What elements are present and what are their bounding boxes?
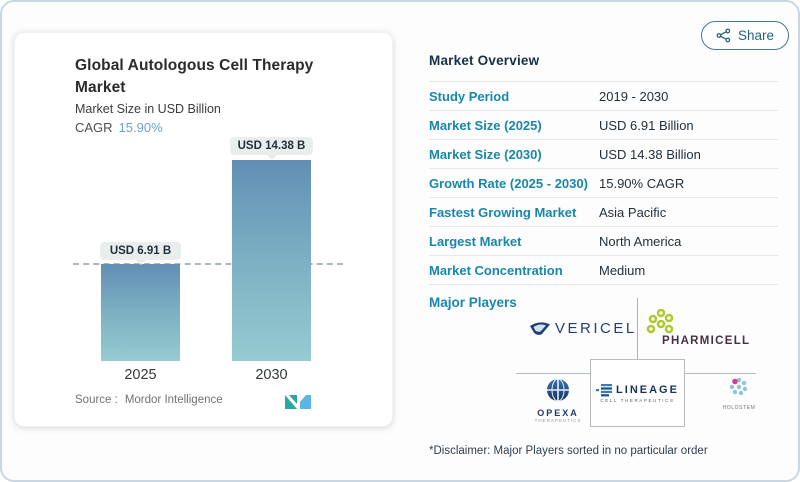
chart-title-line1: Global Autologous Cell Therapy bbox=[75, 57, 314, 74]
lineage-bars-icon bbox=[596, 383, 613, 397]
bar-2025 bbox=[101, 264, 180, 361]
mordor-intelligence-logo-icon bbox=[285, 391, 312, 414]
cagr-line: CAGR 15.90% bbox=[75, 120, 163, 135]
bar-value-label-2030: USD 14.38 B bbox=[230, 137, 313, 160]
row-value: 2019 - 2030 bbox=[599, 88, 669, 104]
lineage-subtitle: CELL THERAPEUTICS bbox=[600, 397, 675, 403]
bar-2030 bbox=[232, 160, 311, 361]
players-right-connector bbox=[685, 373, 756, 374]
share-icon bbox=[716, 28, 731, 43]
table-row-largest-market: Largest Market North America bbox=[429, 227, 778, 256]
chart-subtitle: Market Size in USD Billion bbox=[75, 102, 221, 116]
row-label: Growth Rate (2025 - 2030) bbox=[429, 175, 588, 191]
holostem-wordmark: HOLOSTEM bbox=[722, 405, 756, 411]
bar-value-label-2025: USD 6.91 B bbox=[100, 242, 181, 265]
row-value: 15.90% CAGR bbox=[599, 175, 685, 191]
cagr-value: 15.90% bbox=[118, 120, 163, 135]
source-line: Source : Mordor Intelligence bbox=[75, 394, 223, 406]
cagr-label: CAGR bbox=[75, 120, 113, 135]
pharmicell-wordmark: PHARMICELL bbox=[662, 335, 751, 347]
market-overview-heading: Market Overview bbox=[429, 53, 540, 68]
row-value: Medium bbox=[599, 262, 646, 278]
opexa-globe-icon bbox=[546, 378, 570, 406]
source-value: Mordor Intelligence bbox=[124, 394, 223, 406]
vericel-wordmark: VERICEL bbox=[555, 320, 637, 337]
row-value: Asia Pacific bbox=[599, 204, 667, 220]
major-players-heading: Major Players bbox=[429, 295, 517, 310]
chart-title-line2: Market bbox=[75, 79, 126, 97]
row-value: USD 6.91 Billion bbox=[599, 117, 694, 133]
share-button[interactable]: Share bbox=[701, 21, 790, 50]
table-row-fastest-growing-market: Fastest Growing Market Asia Pacific bbox=[429, 198, 778, 227]
row-label: Market Concentration bbox=[429, 262, 563, 278]
logo-holostem: HOLOSTEM bbox=[710, 376, 768, 411]
source-label: Source : bbox=[75, 394, 118, 406]
logo-vericel: VERICEL bbox=[529, 320, 637, 337]
table-row-market-size-2030: Market Size (2030) USD 14.38 Billion bbox=[429, 140, 778, 169]
table-row-study-period: Study Period 2019 - 2030 bbox=[429, 82, 778, 111]
players-vertical-divider bbox=[637, 298, 638, 359]
chart-title: Global Autologous Cell Therapy Market bbox=[75, 55, 355, 100]
row-label: Largest Market bbox=[429, 233, 522, 249]
players-left-connector bbox=[516, 373, 590, 374]
share-button-label: Share bbox=[738, 28, 775, 43]
opexa-wordmark: OPEXA bbox=[537, 408, 579, 418]
row-label: Market Size (2030) bbox=[429, 146, 542, 162]
row-label: Fastest Growing Market bbox=[429, 204, 577, 220]
row-label: Market Size (2025) bbox=[429, 117, 542, 133]
holostem-cluster-icon bbox=[727, 377, 751, 404]
row-label: Study Period bbox=[429, 88, 510, 104]
disclaimer-text: *Disclaimer: Major Players sorted in no … bbox=[429, 445, 708, 457]
logo-lineage-box: LINEAGE CELL THERAPEUTICS bbox=[590, 359, 685, 427]
row-value: USD 14.38 Billion bbox=[599, 146, 701, 162]
logo-opexa: OPEXA THERAPEUTICS bbox=[531, 378, 585, 423]
lineage-wordmark: LINEAGE bbox=[616, 384, 679, 396]
x-axis-label-2025: 2025 bbox=[124, 367, 157, 383]
chart-card: Global Autologous Cell Therapy Market Ma… bbox=[14, 32, 393, 427]
vericel-swoosh-icon bbox=[529, 321, 551, 336]
table-row-market-size-2025: Market Size (2025) USD 6.91 Billion bbox=[429, 111, 778, 140]
market-overview-table: Study Period 2019 - 2030 Market Size (20… bbox=[429, 81, 778, 285]
row-value: North America bbox=[599, 233, 682, 249]
pharmicell-molecule-icon bbox=[645, 308, 675, 344]
table-row-growth-rate: Growth Rate (2025 - 2030) 15.90% CAGR bbox=[429, 169, 778, 198]
x-axis-label-2030: 2030 bbox=[255, 367, 288, 383]
table-row-market-concentration: Market Concentration Medium bbox=[429, 256, 778, 285]
reference-dashed-line bbox=[73, 263, 343, 265]
opexa-subtitle: THERAPEUTICS bbox=[534, 418, 582, 423]
